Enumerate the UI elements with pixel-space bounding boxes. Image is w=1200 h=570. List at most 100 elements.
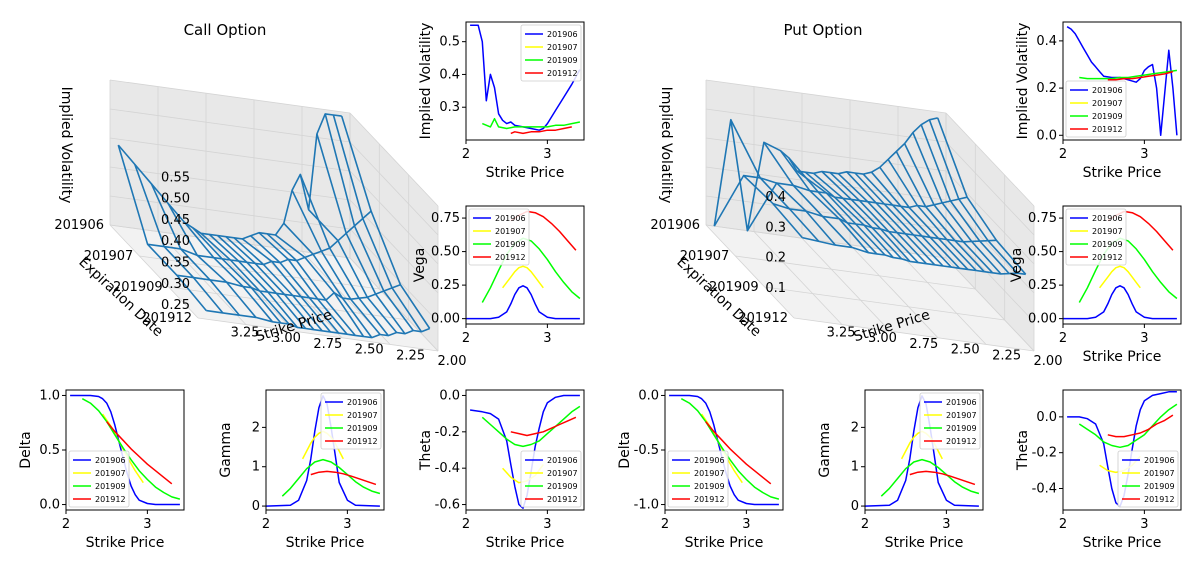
call-surface-y-tick-label: 201912 (142, 311, 192, 326)
put-iv-legend: 201906 201907 201909 201912 (1065, 80, 1127, 138)
call-surface-wire-strike (340, 115, 431, 329)
put-vega-legend-label-201909: 201909 (1092, 240, 1123, 249)
put-gamma-y-tick-label: 1 (851, 460, 859, 475)
call-delta-y-tick-label: 1.0 (39, 388, 60, 403)
put-surface-wire-strike (821, 170, 911, 262)
put-surface-gridline (705, 224, 947, 259)
call-vega-series-201906-line (466, 285, 580, 320)
call-surface-wire-strike (332, 114, 423, 333)
call-surface-wire-strike (134, 164, 224, 314)
put-gamma-series-201912-line (909, 470, 976, 486)
call-vega-x-tick-label: 3 (543, 331, 551, 346)
put-surface-wire-strike (713, 174, 803, 239)
call-theta-y-tick-label: -0.6 (435, 498, 460, 513)
call-theta-chart: 2 3 0.0 -0.2 -0.4 -0.6 Strike Price Theta 201906… (418, 388, 585, 551)
put-delta-y-axis-label: Delta (617, 431, 633, 468)
call-delta-x-tick-label: 3 (143, 517, 151, 532)
put-vega-legend-label-201912: 201912 (1092, 253, 1123, 262)
call-iv-legend-box (520, 24, 582, 82)
call-surface-chart: 2.00 2.25 2.50 2.75 3.00 3.25 201906 201907 2019… (54, 79, 466, 369)
put-iv-x-tick-label: 3 (1140, 147, 1148, 162)
put-vega-series-201906-line (1063, 285, 1177, 320)
call-surface-z-tick-label: 0.45 (161, 213, 190, 228)
put-surface-wire-strike (846, 171, 936, 266)
call-theta-series-201912-line (510, 416, 577, 437)
put-gamma-x-tick-label: 2 (861, 517, 869, 532)
put-delta-x-tick-label: 2 (661, 517, 669, 532)
call-surface-title: Call Option (184, 21, 267, 39)
put-surface-wire-strike (829, 172, 919, 264)
call-iv-chart: 2 3 0.3 0.4 0.5 Strike Price Implied Volatilit… (418, 21, 585, 181)
call-vega-series-201907-line (502, 265, 544, 289)
call-surface-wire-strike (316, 133, 406, 335)
call-surface-z-tick-label: 0.40 (161, 234, 190, 249)
call-gamma-legend-label-201906: 201906 (347, 398, 378, 407)
call-surface-gridline (349, 199, 439, 294)
call-iv-x-tick-label: 2 (462, 147, 470, 162)
call-vega-y-tick-label: 0.00 (431, 312, 460, 327)
call-iv-legend: 201906 201907 201909 201912 (520, 24, 582, 82)
call-gamma-x-tick-label: 3 (343, 517, 351, 532)
call-vega-legend-label-201912: 201912 (495, 253, 526, 262)
put-theta-legend-label-201906: 201906 (1144, 456, 1175, 465)
put-surface-gridline (897, 251, 987, 345)
call-surface-wire-strike (200, 232, 290, 325)
call-surface-wire-strike (233, 237, 323, 332)
call-delta-legend-label-201909: 201909 (95, 482, 126, 491)
call-vega-series-201909-line (481, 237, 581, 303)
put-vega-series-201907-line (1099, 265, 1141, 289)
put-theta-x-tick-label: 3 (1140, 517, 1148, 532)
put-surface-x-tick-label: 2.75 (909, 337, 938, 352)
call-iv-series-201909-line (482, 117, 581, 130)
put-surface-wire-strike (862, 173, 952, 268)
call-surface-y-tick-label: 201909 (113, 280, 163, 295)
put-theta-y-tick-label: -0.4 (1032, 482, 1057, 497)
call-iv-series-201912-line (510, 126, 572, 135)
call-surface-wire-strike (117, 144, 207, 312)
call-theta-legend-label-201912: 201912 (547, 495, 578, 504)
call-theta-axes-frame (465, 389, 585, 511)
call-surface-gridline (349, 141, 439, 236)
call-surface-x-tick-label: 3.25 (231, 326, 260, 341)
put-delta-y-tick-label: 0.0 (638, 388, 659, 403)
put-gamma-axes-frame (864, 389, 984, 511)
call-surface-z-axis-label: Implied Volatility (58, 87, 74, 204)
put-iv-y-tick-label: 0.0 (1036, 128, 1057, 143)
put-iv-legend-label-201909: 201909 (1092, 112, 1123, 121)
call-delta-legend-box (68, 450, 130, 508)
call-gamma-legend: 201906 201907 201909 201912 (320, 392, 382, 450)
put-surface-wire-strike (936, 117, 1027, 275)
call-vega-legend-label-201907: 201907 (495, 227, 526, 236)
call-surface-gridline (197, 317, 439, 352)
put-theta-series-201909-line (1078, 403, 1178, 449)
put-vega-y-tick-label: 0.50 (1028, 245, 1057, 260)
put-surface-z-tick-label: 0.2 (765, 251, 786, 266)
put-delta-series-201912-line (705, 421, 772, 485)
put-surface-wire-strike (879, 166, 969, 270)
put-delta-x-axis-label: Strike Price (685, 535, 764, 551)
put-surface-x-tick-label: 3.25 (827, 326, 856, 341)
call-vega-y-tick-label: 0.75 (431, 211, 460, 226)
put-vega-legend: 201906 201907 201909 201912 (1065, 208, 1127, 266)
put-surface-wire-strike (813, 172, 903, 260)
put-surface-x-tick-label: 2.25 (992, 348, 1021, 363)
put-theta-y-tick-label: 0.0 (1036, 410, 1057, 425)
put-gamma-legend-box (919, 392, 981, 450)
call-delta-y-tick-label: 0.5 (39, 443, 60, 458)
put-gamma-y-axis-label: Gamma (817, 422, 833, 477)
put-iv-x-tick-label: 2 (1059, 147, 1067, 162)
call-surface-wire-strike (192, 227, 282, 324)
put-surface-wire-strike (837, 173, 927, 265)
put-surface-wire-strike (895, 151, 985, 273)
call-gamma-x-axis-label: Strike Price (286, 535, 365, 551)
put-vega-legend-label-201906: 201906 (1092, 214, 1123, 223)
call-delta-legend: 201906 201907 201909 201912 (68, 450, 130, 508)
put-iv-axes-frame (1062, 21, 1182, 141)
call-gamma-y-tick-label: 2 (252, 420, 260, 435)
put-theta-legend: 201906 201907 201909 201912 (1117, 450, 1179, 508)
call-vega-y-axis-label: Vega (412, 248, 428, 283)
put-gamma-x-axis-label: Strike Price (885, 535, 964, 551)
put-surface-gridline (849, 244, 939, 339)
